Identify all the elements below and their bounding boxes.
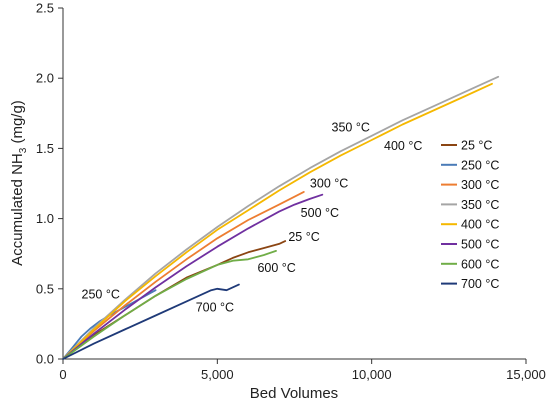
y-tick-label: 0.0 — [36, 352, 54, 367]
plot-area: 0 5,000 10,000 15,000 0.0 0.5 1.0 1.5 2.0 2.5 35… — [36, 1, 546, 383]
legend-label: 250 °C — [461, 158, 499, 172]
annotation-label: 350 °C — [332, 121, 370, 135]
x-tick-label: 5,000 — [201, 367, 234, 382]
series-line-7 — [62, 283, 240, 360]
x-tick-label: 0 — [59, 367, 66, 382]
y-axis-title-main: Accumulated NH — [9, 153, 26, 266]
annotation-label: 25 °C — [288, 230, 319, 244]
annotation-label: 250 °C — [82, 288, 120, 302]
y-tick-label: 2.0 — [36, 71, 54, 86]
y-tick-label: 1.5 — [36, 141, 54, 156]
x-tick-label: 15,000 — [506, 367, 546, 382]
legend-label: 500 °C — [461, 238, 499, 252]
annotation-label: 400 °C — [384, 139, 422, 153]
series-lines — [62, 75, 500, 360]
series-line-3 — [62, 75, 500, 360]
series-line-5 — [62, 193, 324, 360]
y-ticks: 0.0 0.5 1.0 1.5 2.0 2.5 — [36, 1, 63, 367]
series-line-6 — [62, 249, 277, 360]
annotation-label: 600 °C — [257, 261, 295, 275]
y-axis-title-sub: 3 — [18, 147, 29, 153]
legend-label: 25 °C — [461, 139, 492, 153]
annotation-label: 500 °C — [301, 206, 339, 220]
y-tick-label: 2.5 — [36, 1, 54, 16]
x-axis-title: Bed Volumes — [250, 385, 338, 402]
legend-label: 400 °C — [461, 218, 499, 232]
series-line-4 — [62, 82, 493, 360]
y-axis-title: Accumulated NH3 (mg/g) — [9, 100, 29, 266]
legend-label: 300 °C — [461, 178, 499, 192]
y-tick-label: 0.5 — [36, 281, 54, 296]
legend-label: 700 °C — [461, 277, 499, 291]
legend: 25 °C 250 °C 300 °C 350 °C 400 °C 500 °C 600 °… — [441, 139, 499, 291]
x-ticks: 0 5,000 10,000 15,000 — [59, 359, 546, 382]
annotation-label: 300 °C — [310, 177, 348, 191]
y-axis-title-unit: (mg/g) — [9, 100, 26, 148]
annotation-label: 700 °C — [196, 300, 234, 314]
annotations: 350 °C 400 °C 300 °C 500 °C 25 °C 600 °C 250 °… — [82, 121, 423, 315]
y-tick-label: 1.0 — [36, 211, 54, 226]
legend-label: 350 °C — [461, 198, 499, 212]
legend-label: 600 °C — [461, 257, 499, 271]
x-tick-label: 10,000 — [352, 367, 392, 382]
